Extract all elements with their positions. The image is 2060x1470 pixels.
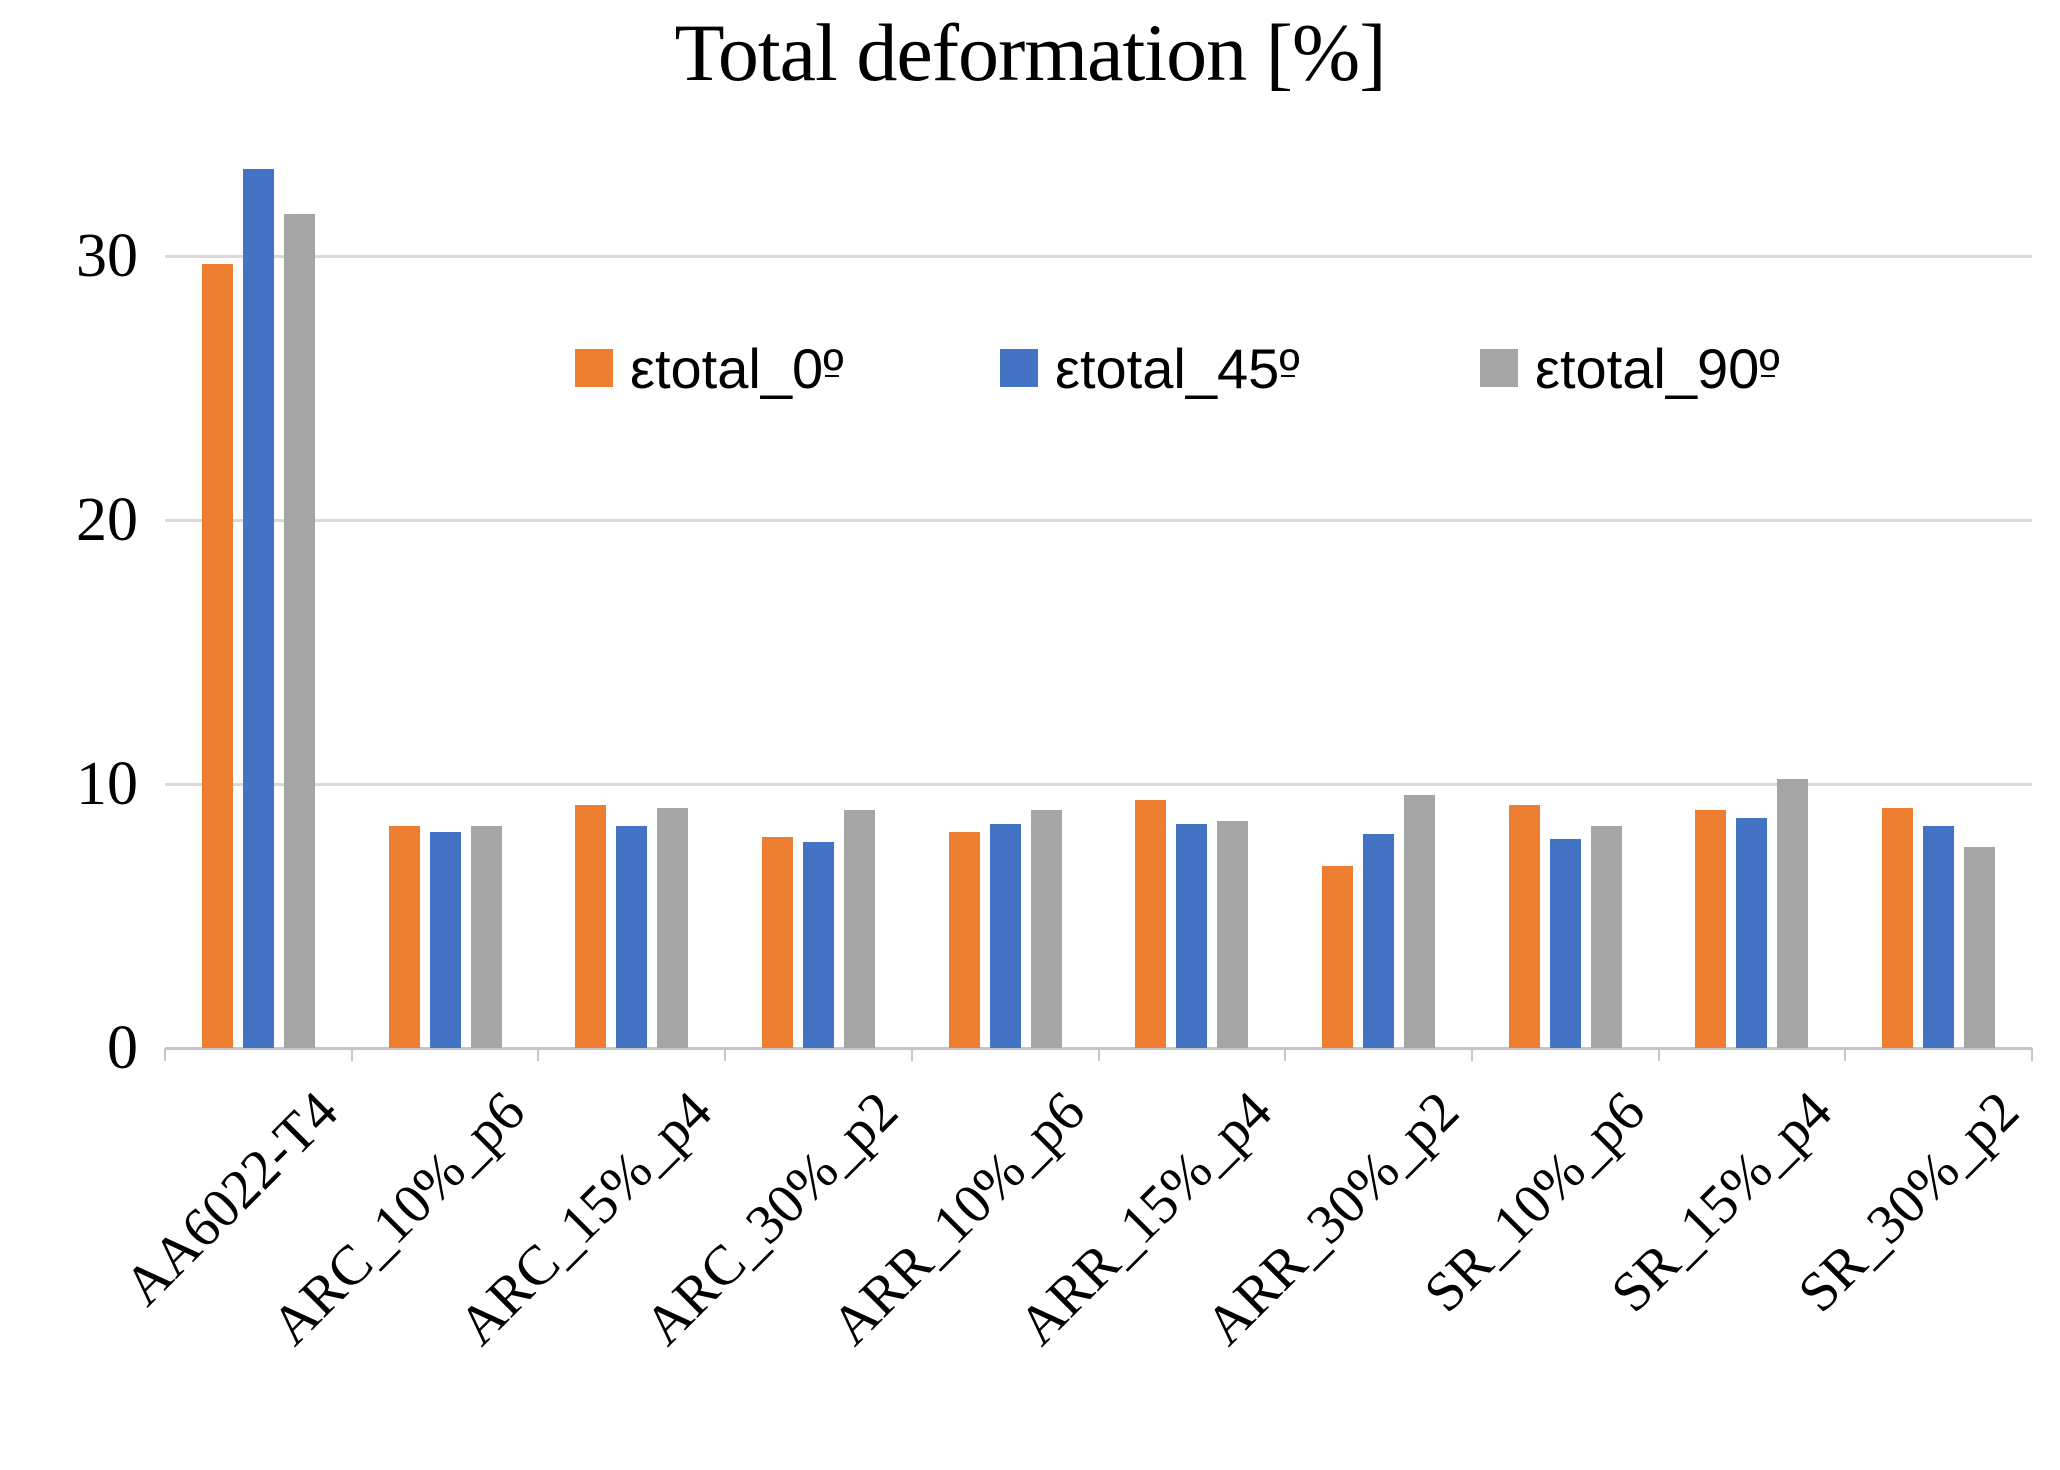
gridline [165, 783, 2032, 786]
bar [948, 831, 980, 1048]
bar [1030, 810, 1062, 1048]
bar [761, 836, 793, 1048]
legend-label: εtotal_0º [630, 336, 844, 400]
bar [1404, 794, 1436, 1048]
x-axis-tick [1097, 1048, 1100, 1061]
bar [1217, 820, 1249, 1048]
bar [201, 263, 233, 1048]
bar [1590, 826, 1622, 1048]
bar [843, 810, 875, 1048]
x-axis-tick [910, 1048, 913, 1061]
legend-label: εtotal_90º [1535, 336, 1780, 400]
legend-swatch [575, 349, 613, 387]
x-axis-tick [1470, 1048, 1473, 1061]
y-tick-label: 30 [76, 222, 138, 290]
bar [242, 168, 274, 1048]
legend-item: εtotal_90º [1480, 336, 1780, 400]
bar [802, 842, 834, 1048]
x-axis-tick [1284, 1048, 1287, 1061]
x-axis-tick [1657, 1048, 1660, 1061]
x-axis-tick [2031, 1048, 2033, 1061]
bar [1882, 807, 1914, 1048]
x-axis-tick [350, 1048, 353, 1061]
bar [1363, 834, 1395, 1048]
y-tick-label: 20 [76, 486, 138, 554]
legend-swatch [1000, 349, 1038, 387]
legend-label: εtotal_45º [1055, 336, 1300, 400]
x-axis-tick [537, 1048, 540, 1061]
bar [1736, 818, 1768, 1048]
y-tick-label: 10 [76, 750, 138, 818]
bar [283, 213, 315, 1048]
bar [388, 826, 420, 1048]
x-axis-tick [1844, 1048, 1847, 1061]
bar [429, 831, 461, 1048]
bar [1923, 826, 1955, 1048]
bar [616, 826, 648, 1048]
bar [1322, 865, 1354, 1048]
x-axis-tick [164, 1048, 166, 1061]
gridline [165, 519, 2032, 522]
x-axis-tick [724, 1048, 727, 1061]
bar [657, 807, 689, 1048]
bar [1777, 778, 1809, 1048]
bar [1549, 839, 1581, 1048]
bar [1695, 810, 1727, 1048]
legend-swatch [1480, 349, 1518, 387]
chart-title: Total deformation [%] [674, 7, 1387, 98]
y-tick-label: 0 [107, 1014, 138, 1082]
bar [989, 823, 1021, 1048]
gridline [165, 255, 2032, 258]
bar [1135, 799, 1167, 1048]
bar [575, 805, 607, 1048]
bar [1964, 847, 1996, 1048]
bar [470, 826, 502, 1048]
legend-item: εtotal_45º [1000, 336, 1300, 400]
bar [1508, 805, 1540, 1048]
legend-item: εtotal_0º [575, 336, 844, 400]
bar [1176, 823, 1208, 1048]
